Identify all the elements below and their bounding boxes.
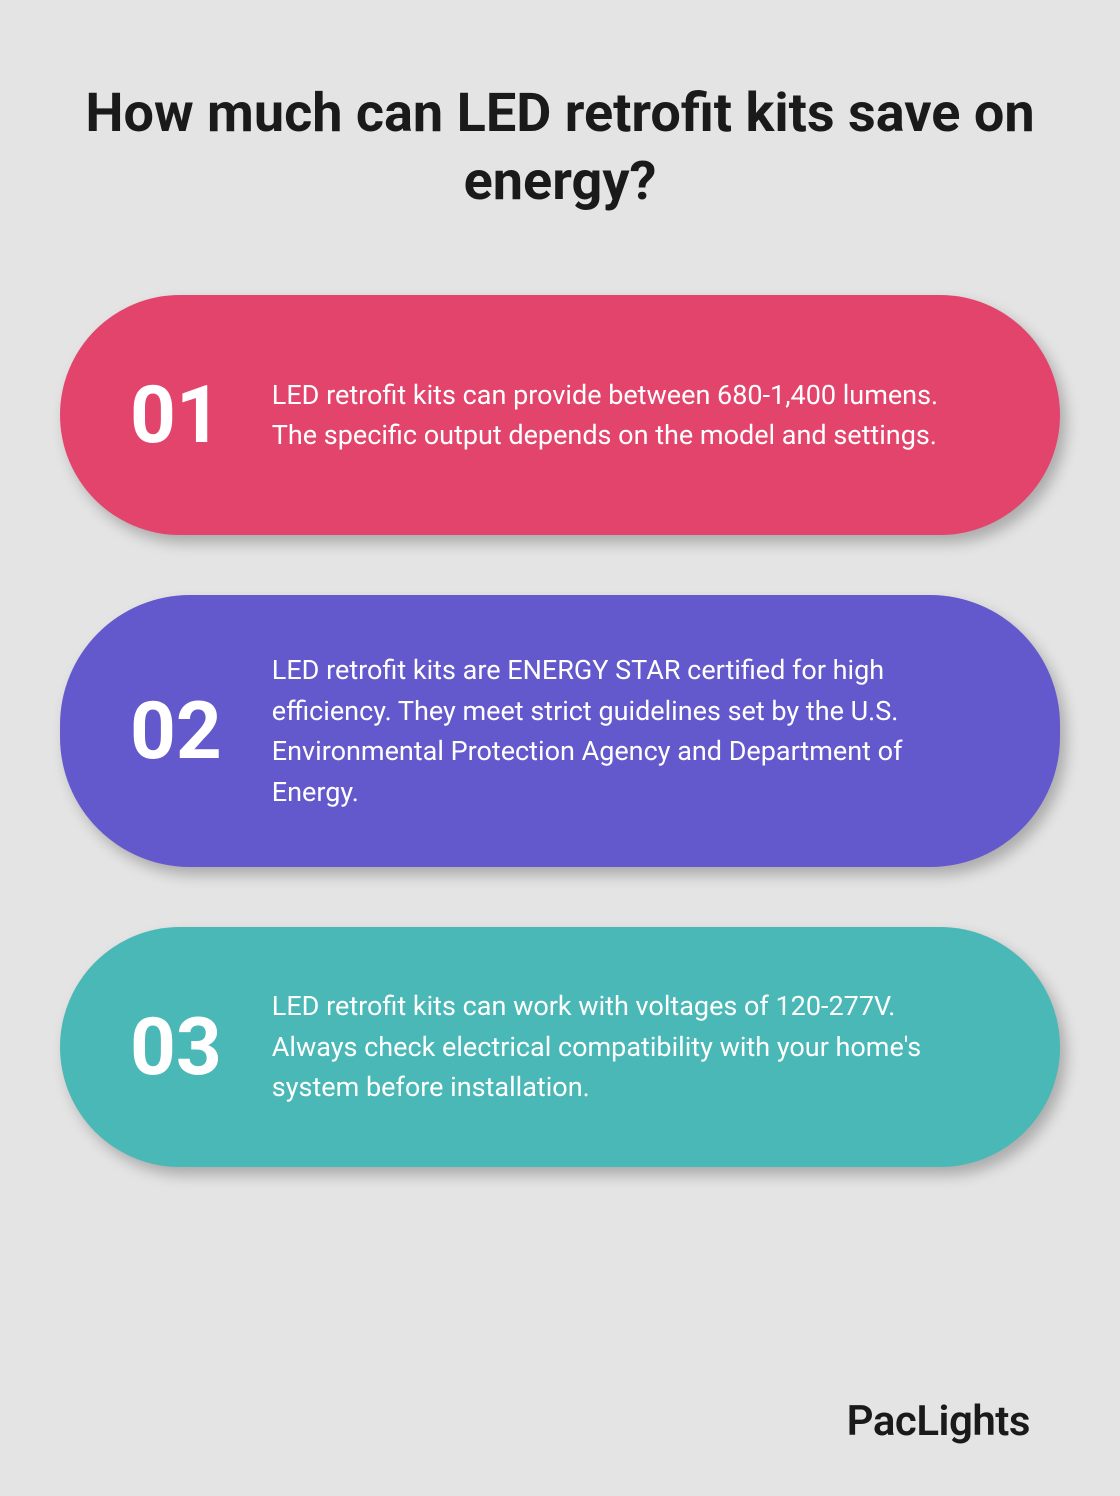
- card-3-text: LED retrofit kits can work with voltages…: [272, 986, 980, 1108]
- cards-container: 01 LED retrofit kits can provide between…: [60, 295, 1060, 1347]
- card-2: 02 LED retrofit kits are ENERGY STAR cer…: [60, 595, 1060, 867]
- card-1: 01 LED retrofit kits can provide between…: [60, 295, 1060, 535]
- brand-logo: PacLights: [847, 1397, 1030, 1446]
- card-1-text: LED retrofit kits can provide between 68…: [272, 375, 980, 456]
- card-2-number: 02: [130, 691, 222, 771]
- card-3: 03 LED retrofit kits can work with volta…: [60, 927, 1060, 1167]
- card-3-number: 03: [130, 1007, 222, 1087]
- card-1-number: 01: [130, 375, 222, 455]
- page-title: How much can LED retrofit kits save on e…: [60, 80, 1060, 215]
- footer: PacLights: [60, 1347, 1060, 1446]
- card-2-text: LED retrofit kits are ENERGY STAR certif…: [272, 650, 980, 812]
